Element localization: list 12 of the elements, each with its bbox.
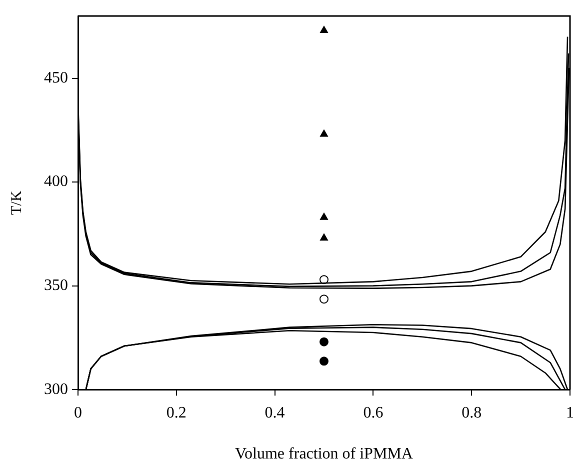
x-tick-label: 0 [74, 404, 82, 422]
y-tick-label: 300 [44, 380, 68, 398]
x-axis-title: Volume fraction of iPMMA [235, 446, 414, 463]
y-tick-label: 350 [44, 277, 68, 294]
y-tick-label: 450 [44, 69, 68, 86]
y-tick-label: 400 [44, 173, 68, 190]
x-tick-label: 0.6 [363, 404, 384, 422]
x-tick-label: 1 [566, 404, 574, 422]
x-tick-label: 0.8 [462, 404, 482, 422]
x-tick-label: 0.2 [166, 404, 186, 422]
y-axis-title: T/K [8, 190, 25, 215]
x-tick-label: 0.4 [264, 404, 285, 422]
